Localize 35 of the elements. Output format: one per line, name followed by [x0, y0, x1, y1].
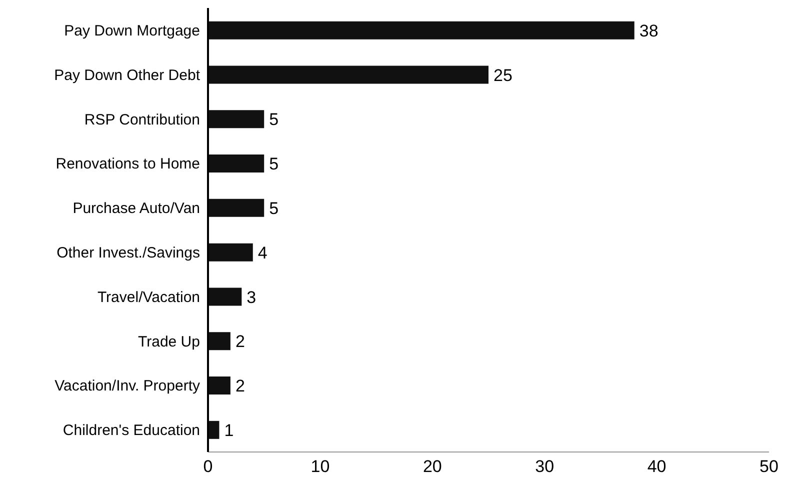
bar	[208, 66, 488, 84]
data-label: 38	[639, 21, 658, 40]
data-label: 3	[246, 288, 256, 307]
y-tick-label: Purchase Auto/Van	[72, 200, 200, 218]
data-label: 25	[494, 66, 512, 85]
bar	[208, 110, 264, 128]
y-tick-label: RSP Contribution	[84, 111, 200, 128]
y-tick-label: Travel/Vacation	[97, 288, 200, 306]
y-tick-label: Pay Down Other Debt	[54, 66, 201, 84]
data-label: 5	[269, 110, 279, 130]
y-tick-label: Vacation/Inv. Property	[54, 378, 200, 395]
y-tick-label: Renovations to Home	[56, 156, 200, 173]
data-label: 1	[224, 420, 234, 440]
data-label: 2	[235, 332, 245, 352]
bar	[208, 288, 242, 306]
data-label: 2	[235, 376, 245, 396]
x-tick-label: 30	[535, 457, 554, 476]
y-tick-label: Pay Down Mortgage	[64, 22, 200, 40]
x-tick-label: 20	[422, 457, 442, 476]
data-label: 5	[269, 154, 279, 174]
bar	[208, 332, 230, 350]
bar	[208, 243, 253, 262]
bar	[208, 198, 264, 217]
x-tick-label: 50	[760, 457, 778, 476]
data-label: 4	[258, 243, 268, 262]
y-tick-label: Other Invest./Savings	[56, 244, 200, 262]
x-tick-label: 0	[203, 457, 213, 476]
x-tick-label: 40	[647, 457, 666, 476]
bar	[208, 21, 634, 40]
y-tick-label: Children's Education	[62, 422, 200, 440]
y-tick-label: Trade Up	[138, 333, 200, 350]
bar	[208, 154, 264, 173]
data-label: 5	[269, 198, 279, 218]
bar	[208, 376, 230, 395]
x-tick-label: 10	[310, 457, 330, 476]
